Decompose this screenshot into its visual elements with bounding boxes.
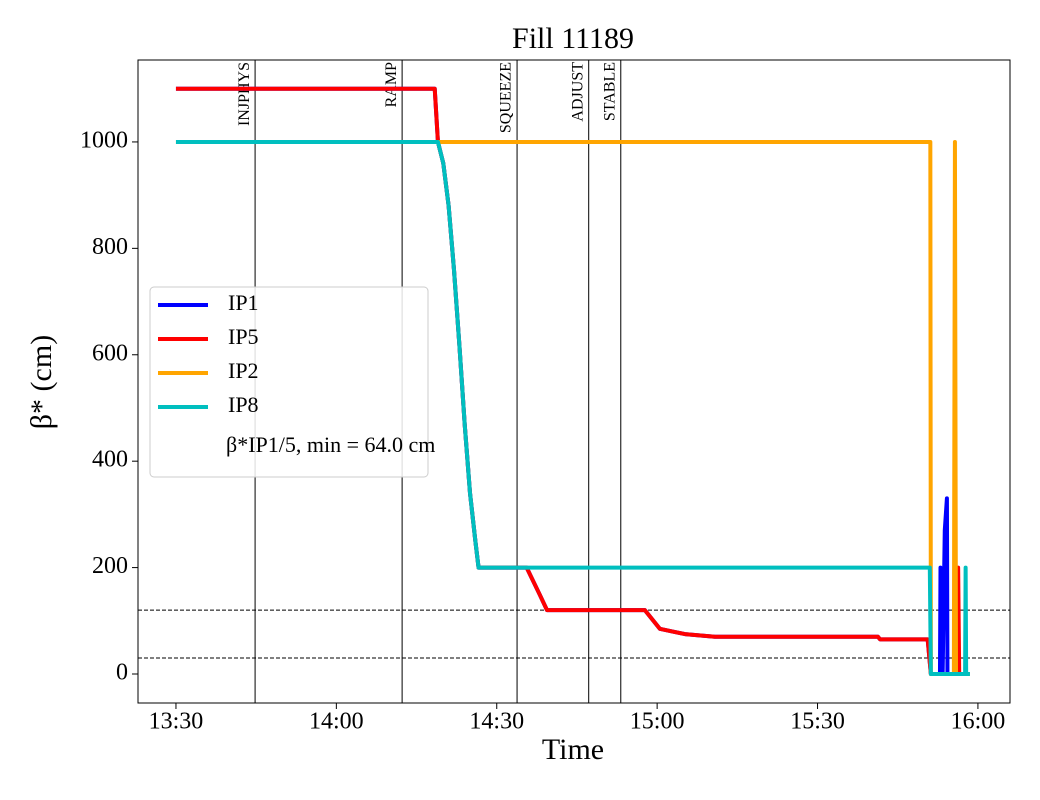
chart-title: Fill 11189 <box>512 22 634 55</box>
legend-label: IP1 <box>228 290 259 315</box>
y-tick-label: 0 <box>116 660 128 686</box>
legend-label: IP2 <box>228 358 259 383</box>
y-tick-label: 400 <box>92 447 128 473</box>
x-tick-label: 16:00 <box>951 709 1006 735</box>
phase-label: RAMP <box>383 62 400 107</box>
legend-note: β*IP1/5, min = 64.0 cm <box>226 432 435 457</box>
x-axis-label: Time <box>542 733 604 766</box>
series-line <box>175 139 970 677</box>
x-tick-label: 13:30 <box>149 709 204 735</box>
y-tick-label: 200 <box>92 553 128 579</box>
legend-label: IP5 <box>228 324 259 349</box>
phase-label: ADJUST <box>569 62 586 122</box>
y-axis-label: β* (cm) <box>25 335 58 429</box>
plot-frame <box>137 59 1011 704</box>
legend: IP1 IP5 IP2 IP8 β*IP1/5, min = 64.0 cm <box>149 286 435 478</box>
legend-label: IP8 <box>228 392 259 417</box>
x-tick-label: 14:30 <box>469 709 524 735</box>
y-tick-label: 600 <box>92 340 128 366</box>
y-tick-label: 1000 <box>80 127 128 153</box>
x-tick-label: 14:00 <box>309 709 364 735</box>
phase-label: INJPHYS <box>236 62 253 126</box>
x-tick-label: 15:30 <box>790 709 845 735</box>
x-tick-label: 15:00 <box>630 709 685 735</box>
phase-label: SQUEEZE <box>498 62 515 133</box>
y-tick-label: 800 <box>92 234 128 260</box>
legend-box <box>149 286 429 478</box>
phase-label: STABLE <box>601 62 618 121</box>
